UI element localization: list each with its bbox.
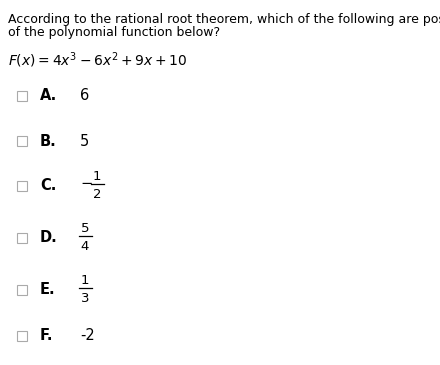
Text: C.: C. [40, 178, 56, 193]
Bar [17, 285, 27, 295]
Text: of the polynomial function below?: of the polynomial function below? [8, 26, 220, 39]
Text: D.: D. [40, 231, 58, 246]
Text: 2: 2 [93, 188, 101, 200]
Text: 1: 1 [93, 170, 101, 184]
Text: E.: E. [40, 283, 55, 297]
Text: According to the rational root theorem, which of the following are possible root: According to the rational root theorem, … [8, 13, 440, 26]
Text: -2: -2 [80, 328, 95, 343]
Text: F.: F. [40, 328, 54, 343]
Text: $F(x) = 4x^3 - 6x^2 + 9x + 10$: $F(x) = 4x^3 - 6x^2 + 9x + 10$ [8, 50, 187, 70]
Bar [17, 181, 27, 191]
Text: 5: 5 [80, 134, 89, 149]
Bar [17, 233, 27, 243]
Bar [17, 331, 27, 341]
Text: 4: 4 [81, 239, 89, 253]
Text: 1: 1 [81, 274, 89, 288]
Text: 3: 3 [81, 292, 89, 304]
Text: A.: A. [40, 88, 57, 104]
Text: −: − [80, 176, 92, 191]
Bar [17, 91, 27, 101]
Bar [17, 136, 27, 146]
Text: B.: B. [40, 134, 57, 149]
Text: 5: 5 [81, 223, 89, 235]
Text: 6: 6 [80, 88, 89, 104]
